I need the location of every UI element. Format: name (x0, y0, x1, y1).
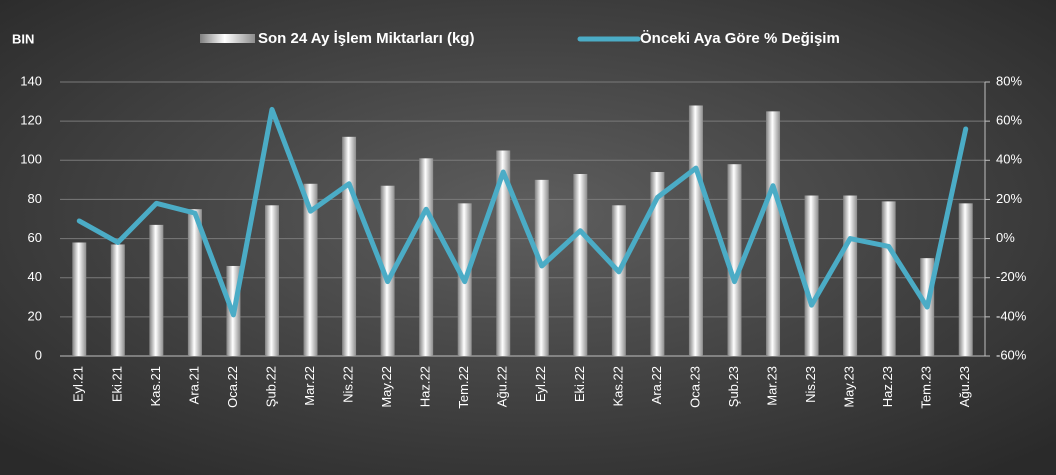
x-tick-label: Ara.22 (649, 366, 664, 404)
x-tick-label: Eyl.21 (71, 366, 86, 402)
y-tick-label: 80 (28, 191, 42, 206)
line (76, 106, 969, 318)
x-tick-label: Mar.22 (302, 366, 317, 406)
legend-label: Son 24 Ay İşlem Miktarları (kg) (258, 30, 474, 47)
x-tick-label: Nis.23 (803, 366, 818, 403)
bar (727, 164, 742, 356)
x-tick-label: Oca.23 (687, 366, 702, 408)
bar (843, 195, 858, 356)
bar (187, 209, 202, 356)
bar (496, 150, 511, 356)
x-tick-label: Eki.22 (572, 366, 587, 402)
x-tick-label: Mar.23 (764, 366, 779, 406)
y2-tick-label: -60% (996, 347, 1027, 362)
bar (110, 244, 125, 356)
x-tick-label: Ara.21 (186, 366, 201, 404)
x-tick-label: Eki.21 (109, 366, 124, 402)
legend-swatch (200, 34, 255, 43)
y2-tick-label: 0% (996, 230, 1015, 245)
legend-label: Önceki Aya Göre % Değişim (640, 30, 840, 47)
y2-tick-label: -20% (996, 269, 1027, 284)
x-tick-label: Haz.22 (418, 366, 433, 407)
y2-tick-label: 20% (996, 191, 1022, 206)
bar (342, 136, 357, 356)
bar (380, 185, 395, 356)
bar (303, 183, 318, 356)
y2-tick-label: 80% (996, 73, 1022, 88)
y-tick-label: 60 (28, 230, 42, 245)
y-tick-label: 100 (20, 152, 42, 167)
x-tick-label: May.22 (379, 366, 394, 408)
y2-tick-label: -40% (996, 308, 1027, 323)
y-tick-label: 120 (20, 113, 42, 128)
x-tick-label: Nis.22 (341, 366, 356, 403)
x-tick-label: May.23 (842, 366, 857, 408)
bar (264, 205, 279, 356)
y-tick-label: 40 (28, 269, 42, 284)
bar (881, 201, 896, 356)
x-tick-label: Eyl.22 (533, 366, 548, 402)
x-tick-label: Oca.22 (225, 366, 240, 408)
y2-tick-label: 60% (996, 113, 1022, 128)
x-tick-label: Tem.22 (456, 366, 471, 409)
x-tick-label: Haz.23 (880, 366, 895, 407)
x-tick-label: Şub.22 (263, 366, 278, 407)
bar (688, 105, 703, 356)
bar (804, 195, 819, 356)
x-tick-label: Kas.21 (148, 366, 163, 406)
y-tick-label: 140 (20, 73, 42, 88)
bar (958, 203, 973, 356)
bar (419, 158, 434, 356)
bar (611, 205, 626, 356)
x-tick-label: Tem.23 (919, 366, 934, 409)
bar (573, 173, 588, 356)
y-axis-title: BIN (12, 31, 34, 46)
y2-tick-label: 40% (996, 152, 1022, 167)
bar (72, 242, 87, 356)
bar (650, 172, 665, 356)
y-tick-label: 0 (35, 347, 42, 362)
bar (149, 224, 164, 356)
x-tick-label: Şub.23 (726, 366, 741, 407)
bar (766, 111, 781, 356)
y-tick-label: 20 (28, 308, 42, 323)
x-tick-label: Ağu.22 (495, 366, 510, 407)
x-tick-label: Kas.22 (610, 366, 625, 406)
x-tick-label: Ağu.23 (957, 366, 972, 407)
